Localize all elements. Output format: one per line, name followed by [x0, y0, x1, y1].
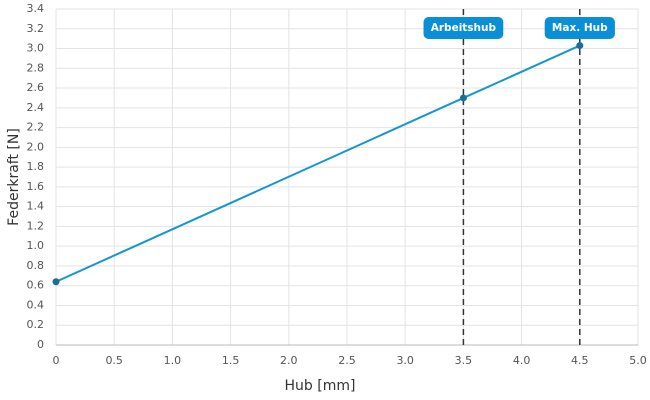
x-tick-label: 1.5 — [222, 354, 240, 367]
point — [52, 278, 60, 286]
y-tick-label: 1.2 — [27, 219, 45, 232]
x-tick-label: 4.5 — [571, 354, 589, 367]
point — [576, 42, 584, 50]
y-tick-label: 3.2 — [27, 22, 45, 35]
x-tick-label: 4.0 — [513, 354, 531, 367]
annotation-box — [544, 17, 615, 39]
y-tick-label: 1.4 — [27, 200, 45, 213]
y-tick-label: 1.6 — [27, 180, 45, 193]
y-tick-label: 0.2 — [27, 318, 45, 331]
annotation-label: Arbeitshub — [431, 22, 497, 34]
annotation-label: Max. Hub — [552, 22, 608, 34]
annotation: Max. Hub — [544, 17, 615, 39]
y-tick-label: 0.8 — [27, 259, 45, 272]
y-tick-label: 3.4 — [27, 2, 45, 15]
y-tick-label: 2.4 — [27, 101, 45, 114]
y-tick-label: 0.4 — [27, 298, 45, 311]
y-tick-label: 2.2 — [27, 121, 45, 134]
annotation: Arbeitshub — [423, 17, 504, 39]
annotation-box — [423, 17, 504, 39]
x-tick-label: 3.0 — [396, 354, 414, 367]
x-tick-label: 0 — [53, 354, 60, 367]
y-tick-label: 3.0 — [27, 42, 45, 55]
x-tick-label: 3.5 — [455, 354, 473, 367]
y-tick-label: 1.8 — [27, 160, 45, 173]
y-tick-label: 0.6 — [27, 279, 45, 292]
y-tick-label: 2.0 — [27, 140, 45, 153]
x-tick-label: 1.0 — [164, 354, 182, 367]
x-tick-label: 2.5 — [338, 354, 356, 367]
x-tick-label: 0.5 — [105, 354, 123, 367]
y-tick-label: 2.6 — [27, 81, 45, 94]
y-axis-label: Federkraft [N] — [6, 128, 22, 226]
y-tick-label: 2.8 — [27, 61, 45, 74]
x-tick-label: 2.0 — [280, 354, 298, 367]
y-tick-label: 0 — [37, 338, 44, 351]
y-tick-label: 1.0 — [27, 239, 45, 252]
x-tick-label: 5.0 — [629, 354, 647, 367]
x-axis-label: Hub [mm] — [285, 378, 356, 394]
point — [459, 94, 467, 102]
